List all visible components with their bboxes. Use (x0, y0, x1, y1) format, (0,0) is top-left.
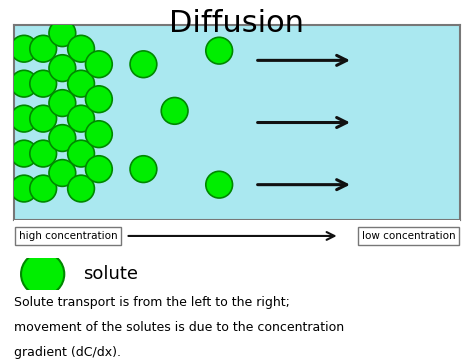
Ellipse shape (68, 140, 94, 167)
Ellipse shape (49, 125, 76, 151)
Ellipse shape (49, 160, 76, 186)
Ellipse shape (130, 51, 157, 78)
Ellipse shape (49, 90, 76, 117)
Text: high concentration: high concentration (18, 231, 117, 241)
Ellipse shape (30, 175, 56, 202)
Ellipse shape (85, 51, 112, 78)
Text: low concentration: low concentration (362, 231, 456, 241)
Ellipse shape (49, 20, 76, 46)
Ellipse shape (85, 156, 112, 183)
Ellipse shape (30, 140, 56, 167)
Text: Diffusion: Diffusion (170, 9, 304, 38)
Text: movement of the solutes is due to the concentration: movement of the solutes is due to the co… (14, 321, 344, 334)
Ellipse shape (68, 105, 94, 132)
Ellipse shape (30, 105, 56, 132)
Ellipse shape (161, 98, 188, 124)
Ellipse shape (10, 140, 37, 167)
Ellipse shape (10, 70, 37, 97)
Ellipse shape (49, 55, 76, 82)
Ellipse shape (10, 175, 37, 202)
Ellipse shape (10, 35, 37, 62)
Ellipse shape (85, 121, 112, 147)
Ellipse shape (30, 70, 56, 97)
Ellipse shape (21, 252, 64, 296)
Ellipse shape (68, 35, 94, 62)
Ellipse shape (206, 171, 233, 198)
Text: gradient (dC/dx).: gradient (dC/dx). (14, 346, 121, 359)
Ellipse shape (85, 86, 112, 113)
Text: solute: solute (83, 265, 138, 283)
Ellipse shape (68, 175, 94, 202)
Ellipse shape (10, 105, 37, 132)
Ellipse shape (130, 156, 157, 183)
Ellipse shape (206, 37, 233, 64)
Text: Solute transport is from the left to the right;: Solute transport is from the left to the… (14, 296, 290, 309)
Ellipse shape (68, 70, 94, 97)
Ellipse shape (30, 35, 56, 62)
